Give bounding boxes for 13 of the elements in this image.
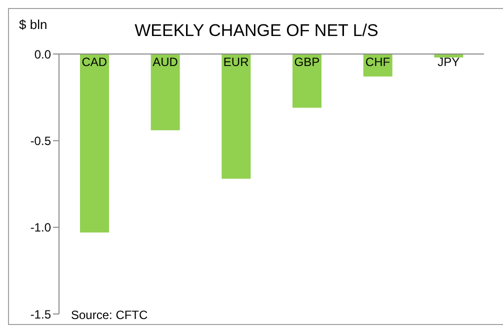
x-tick-label: GBP bbox=[294, 55, 320, 69]
x-tick-label: CAD bbox=[82, 55, 108, 69]
annotation: Source: CFTC bbox=[71, 308, 148, 322]
x-tick-label: CHF bbox=[365, 55, 390, 69]
y-tick-label: -1.0 bbox=[30, 220, 52, 235]
chart-title: WEEKLY CHANGE OF NET L/S bbox=[134, 21, 378, 40]
y-axis-title: $ bln bbox=[19, 17, 48, 32]
x-tick-label: EUR bbox=[223, 55, 250, 69]
x-tick-label: JPY bbox=[438, 55, 460, 69]
x-tick-label: AUD bbox=[152, 55, 178, 69]
y-tick-label: 0.0 bbox=[34, 47, 52, 62]
y-tick-label: -1.5 bbox=[30, 307, 52, 322]
y-tick-label: -0.5 bbox=[30, 134, 52, 148]
